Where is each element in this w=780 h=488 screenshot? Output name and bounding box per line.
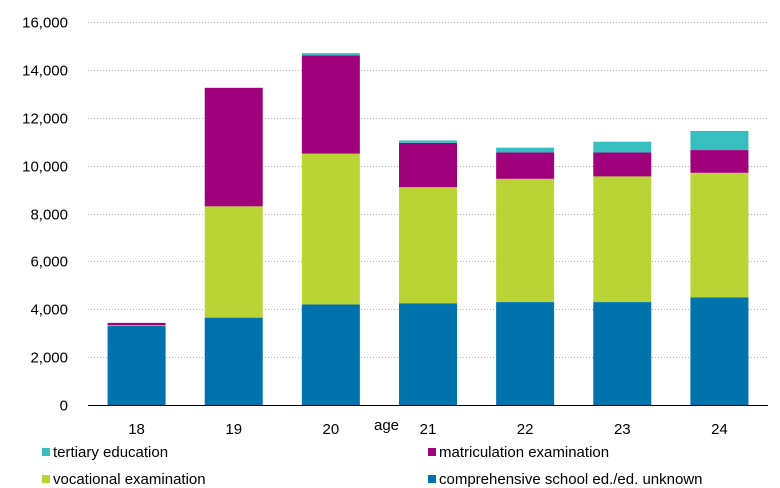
x-axis-tick-labels: 18 19 20 21 22 23 24 — [128, 421, 728, 438]
bar-segment — [399, 303, 457, 405]
legend-swatch — [428, 475, 436, 483]
bar-segment — [690, 130, 749, 151]
bar-segment — [593, 302, 652, 405]
x-tick-label: 23 — [614, 421, 631, 438]
y-tick-label: 2,000 — [30, 350, 68, 367]
legend-swatch — [428, 448, 436, 456]
bar-segment — [301, 55, 360, 154]
legend-swatch — [42, 448, 50, 456]
bar-segment — [593, 152, 652, 177]
y-tick-label: 0 — [60, 398, 68, 415]
bar-segment — [593, 176, 652, 303]
x-tick-label: 19 — [225, 421, 242, 438]
bar-segment — [204, 87, 263, 207]
y-tick-label: 10,000 — [22, 159, 68, 176]
bar-segment — [496, 178, 555, 303]
bar-segment — [690, 172, 749, 298]
bar-segment — [593, 141, 652, 153]
bar-segment — [496, 302, 555, 405]
legend: tertiary education matriculation examinat… — [42, 444, 703, 488]
bar-segment — [204, 206, 263, 318]
y-tick-label: 8,000 — [30, 207, 68, 224]
bars — [107, 53, 749, 405]
y-tick-label: 4,000 — [30, 302, 68, 319]
y-tick-label: 14,000 — [22, 63, 68, 80]
legend-label: matriculation examination — [439, 444, 609, 461]
bar-segment — [690, 297, 749, 405]
bar-segment — [204, 317, 263, 405]
bar-segment — [399, 187, 457, 304]
legend-label: comprehensive school ed./ed. unknown — [439, 471, 703, 488]
x-tick-label: 21 — [420, 421, 437, 438]
legend-swatch — [42, 475, 50, 483]
bar-segment — [399, 142, 457, 188]
bar-segment — [107, 322, 166, 326]
x-tick-label: 20 — [323, 421, 340, 438]
bar-segment — [399, 140, 457, 143]
bar-segment — [301, 153, 360, 305]
x-tick-label: 24 — [711, 421, 728, 438]
legend-label: tertiary education — [53, 444, 168, 461]
x-axis-label: age — [374, 417, 399, 434]
y-axis-tick-labels: 0 2,000 4,000 6,000 8,000 10,000 12,000 14,000 1… — [22, 15, 68, 415]
x-tick-label: 22 — [517, 421, 534, 438]
bar-segment — [301, 53, 360, 56]
bar-segment — [496, 147, 555, 153]
bar-segment — [496, 152, 555, 179]
bar-segment — [690, 150, 749, 173]
legend-label: vocational examination — [53, 471, 206, 488]
bar-segment — [107, 326, 166, 405]
y-tick-label: 12,000 — [22, 111, 68, 128]
y-tick-label: 6,000 — [30, 254, 68, 271]
y-tick-label: 16,000 — [22, 15, 68, 32]
bar-segment — [301, 304, 360, 405]
bar-segment — [107, 325, 166, 327]
x-tick-label: 18 — [128, 421, 145, 438]
